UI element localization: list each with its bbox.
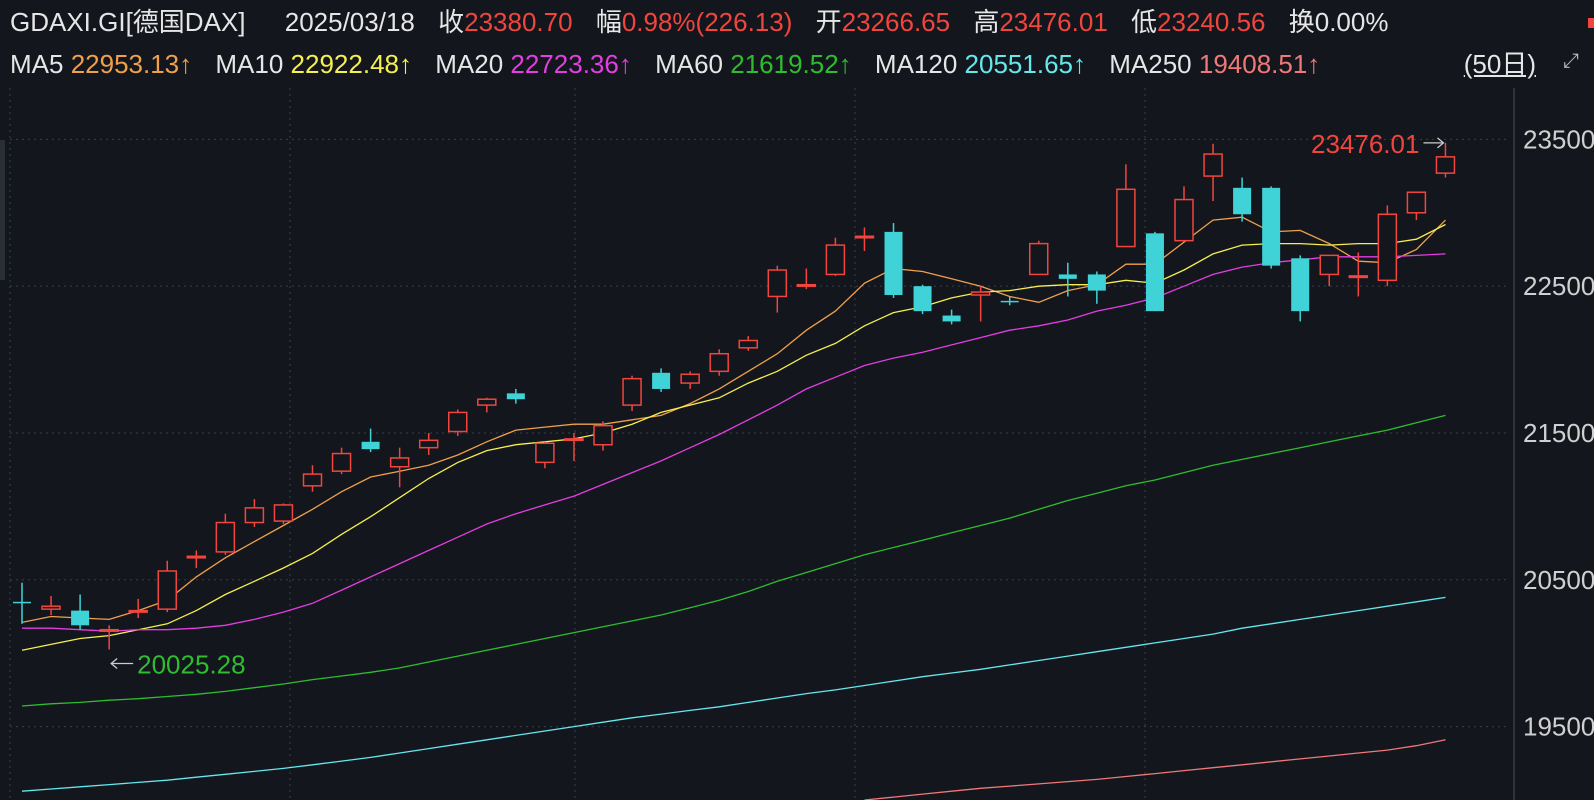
candle-body-up — [128, 609, 148, 613]
ma-line-ma60 — [21, 414, 1446, 707]
min-label: 20025.28 — [137, 649, 245, 679]
ma20-value: 22723.36↑ — [510, 49, 632, 79]
candle-body-up — [738, 339, 758, 349]
candle-body-up — [680, 373, 700, 384]
candle-body-down — [1291, 258, 1310, 312]
ma5-value: 22953.13↑ — [70, 49, 193, 79]
candle-body-down — [1145, 233, 1164, 312]
candle-body-up — [1348, 275, 1369, 279]
scroll-indicator — [0, 140, 5, 280]
candle-body-up — [99, 628, 119, 632]
ma120-value: 20551.65↑ — [964, 49, 1086, 79]
candlestick-chart: 23500 22500 21500 20500 19500 23476.01 20025.2… — [0, 88, 1594, 800]
ma-line-ma250 — [864, 739, 1446, 800]
candle-body-up — [41, 605, 61, 610]
candle-body-up — [418, 439, 439, 449]
candle-body-down — [884, 231, 903, 295]
candle-body-down — [71, 610, 90, 626]
candle-body-up — [825, 244, 846, 276]
change-value: 0.98%(226.13) — [621, 7, 793, 37]
ma250-label: MA250 — [1109, 49, 1192, 79]
candle-body-down — [1000, 300, 1019, 303]
min-arrow-head — [110, 657, 118, 669]
candle-body-up — [273, 504, 294, 522]
candle-body-down — [361, 441, 380, 450]
low-label: 低 — [1131, 7, 1158, 37]
candle-body-down — [942, 315, 961, 322]
ma5-label: MA5 — [10, 49, 64, 79]
chart-header: GDAXI.GI[德国DAX] 2025/03/18 收23380.70 幅0.… — [0, 0, 1594, 88]
candle-body-up — [622, 377, 642, 406]
candle-body-down — [1233, 187, 1252, 215]
ma-line-ma120 — [21, 596, 1446, 792]
y-tick-label: 20500 — [1523, 565, 1594, 595]
candle-body-down — [1058, 274, 1077, 279]
y-tick-label: 19500 — [1523, 712, 1594, 742]
max-arrow-head — [1437, 137, 1445, 149]
expand-icon[interactable]: ⤢ — [1563, 50, 1579, 72]
quote-summary: GDAXI.GI[德国DAX] 2025/03/18 收23380.70 幅0.… — [10, 2, 1388, 42]
candle-body-down — [913, 286, 932, 312]
candle-body-up — [1406, 191, 1427, 214]
ma10-value: 22922.48↑ — [290, 49, 412, 79]
edge-marker — [1588, 18, 1594, 28]
candle-body-up — [1203, 153, 1223, 177]
quote-date: 2025/03/18 — [284, 7, 415, 37]
candle-body-down — [652, 372, 671, 389]
low-value: 23240.56 — [1157, 7, 1266, 37]
ma10-label: MA10 — [215, 49, 284, 79]
candle-body-up — [796, 283, 817, 287]
ma-line-ma20 — [22, 253, 1446, 632]
high-value: 23476.01 — [999, 7, 1108, 37]
candle-body-up — [1377, 213, 1398, 282]
range-selector-button[interactable]: (50日) — [1463, 49, 1536, 79]
candle-body-down — [1262, 187, 1281, 266]
candle-body-up — [564, 438, 584, 442]
candle-body-up — [331, 452, 352, 472]
candle-body-down — [506, 393, 525, 400]
candle-body-up — [767, 269, 788, 298]
ma-line-ma10 — [21, 223, 1446, 651]
candle-body-up — [215, 521, 236, 553]
max-label: 23476.01 — [1311, 129, 1419, 159]
close-value: 23380.70 — [464, 7, 573, 37]
candle-body-up — [709, 352, 729, 373]
close-label: 收 — [438, 7, 465, 37]
candle-body-down — [1087, 274, 1106, 291]
ma250-value: 19408.51↑ — [1198, 49, 1321, 79]
ma20-label: MA20 — [435, 49, 504, 79]
candle-body-up — [389, 457, 410, 468]
candle-body-up — [477, 398, 497, 406]
candle-body-down — [13, 601, 31, 604]
candle-body-up — [1174, 198, 1194, 242]
ma60-label: MA60 — [655, 49, 723, 79]
ma-legend: MA5 22953.13↑ MA10 22922.48↑ MA20 22723.… — [10, 44, 1320, 84]
candle-body-up — [448, 411, 468, 433]
ma60-value: 21619.52↑ — [730, 49, 852, 79]
candle-body-up — [593, 424, 613, 446]
turnover-label: 换 — [1288, 7, 1315, 37]
candle-body-up — [535, 442, 555, 464]
candle-body-up — [854, 235, 875, 239]
high-label: 高 — [973, 7, 1000, 37]
y-tick-label: 22500 — [1523, 271, 1594, 301]
candle-body-up — [1116, 188, 1136, 248]
candle-body-up — [1029, 242, 1049, 276]
open-value: 23266.65 — [841, 7, 951, 37]
ma120-label: MA120 — [874, 49, 958, 79]
turnover-value: 0.00% — [1314, 7, 1389, 37]
candle-body-up — [1435, 156, 1456, 174]
symbol-name: GDAXI.GI[德国DAX] — [10, 7, 246, 37]
candle-body-up — [186, 555, 207, 559]
candle-body-up — [244, 507, 265, 524]
ma-line-ma5 — [21, 216, 1446, 624]
candle-body-up — [1319, 254, 1339, 276]
candle-body-up — [970, 291, 991, 296]
candle-body-up — [157, 570, 177, 610]
candle-body-up — [302, 473, 323, 487]
open-label: 开 — [815, 7, 842, 37]
y-tick-label: 21500 — [1523, 418, 1594, 448]
y-tick-label: 23500 — [1523, 124, 1594, 154]
change-label: 幅 — [595, 7, 622, 37]
